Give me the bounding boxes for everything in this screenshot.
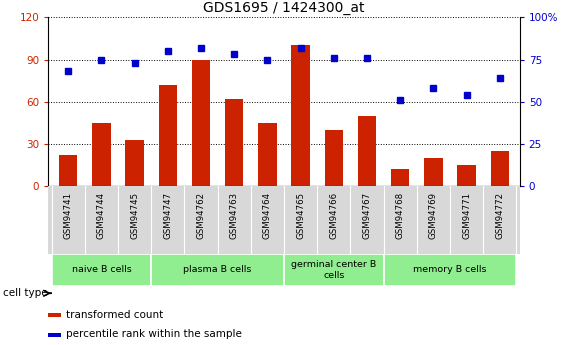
Text: GSM94772: GSM94772 <box>495 192 504 239</box>
Text: transformed count: transformed count <box>66 309 163 319</box>
Bar <box>48 313 61 317</box>
Text: memory B cells: memory B cells <box>414 265 487 275</box>
Bar <box>391 169 410 186</box>
Bar <box>491 151 509 186</box>
Text: germinal center B
cells: germinal center B cells <box>291 260 377 280</box>
Bar <box>457 165 476 186</box>
Text: GSM94765: GSM94765 <box>296 192 305 239</box>
Bar <box>225 99 243 186</box>
Text: GSM94764: GSM94764 <box>263 192 272 239</box>
Text: GSM94747: GSM94747 <box>164 192 172 239</box>
Bar <box>358 116 376 186</box>
Bar <box>284 254 383 286</box>
Text: GSM94762: GSM94762 <box>197 192 206 239</box>
Text: GSM94741: GSM94741 <box>64 192 73 239</box>
Bar <box>383 254 516 286</box>
Text: plasma B cells: plasma B cells <box>183 265 252 275</box>
Title: GDS1695 / 1424300_at: GDS1695 / 1424300_at <box>203 1 365 15</box>
Text: percentile rank within the sample: percentile rank within the sample <box>66 329 241 339</box>
Text: GSM94745: GSM94745 <box>130 192 139 239</box>
Bar <box>158 85 177 186</box>
Bar <box>325 130 343 186</box>
Bar <box>92 123 111 186</box>
Text: GSM94767: GSM94767 <box>362 192 371 239</box>
Text: naive B cells: naive B cells <box>72 265 131 275</box>
Bar <box>424 158 442 186</box>
Text: GSM94766: GSM94766 <box>329 192 339 239</box>
Bar <box>48 333 61 337</box>
Text: GSM94771: GSM94771 <box>462 192 471 239</box>
Bar <box>151 254 284 286</box>
Bar <box>258 123 277 186</box>
Text: GSM94768: GSM94768 <box>396 192 404 239</box>
Text: GSM94769: GSM94769 <box>429 192 438 239</box>
Text: cell type: cell type <box>3 288 48 298</box>
Bar <box>291 46 310 186</box>
Bar <box>192 59 210 186</box>
Text: GSM94744: GSM94744 <box>97 192 106 239</box>
Bar <box>52 254 151 286</box>
Bar <box>59 155 77 186</box>
Bar <box>126 140 144 186</box>
Text: GSM94763: GSM94763 <box>229 192 239 239</box>
